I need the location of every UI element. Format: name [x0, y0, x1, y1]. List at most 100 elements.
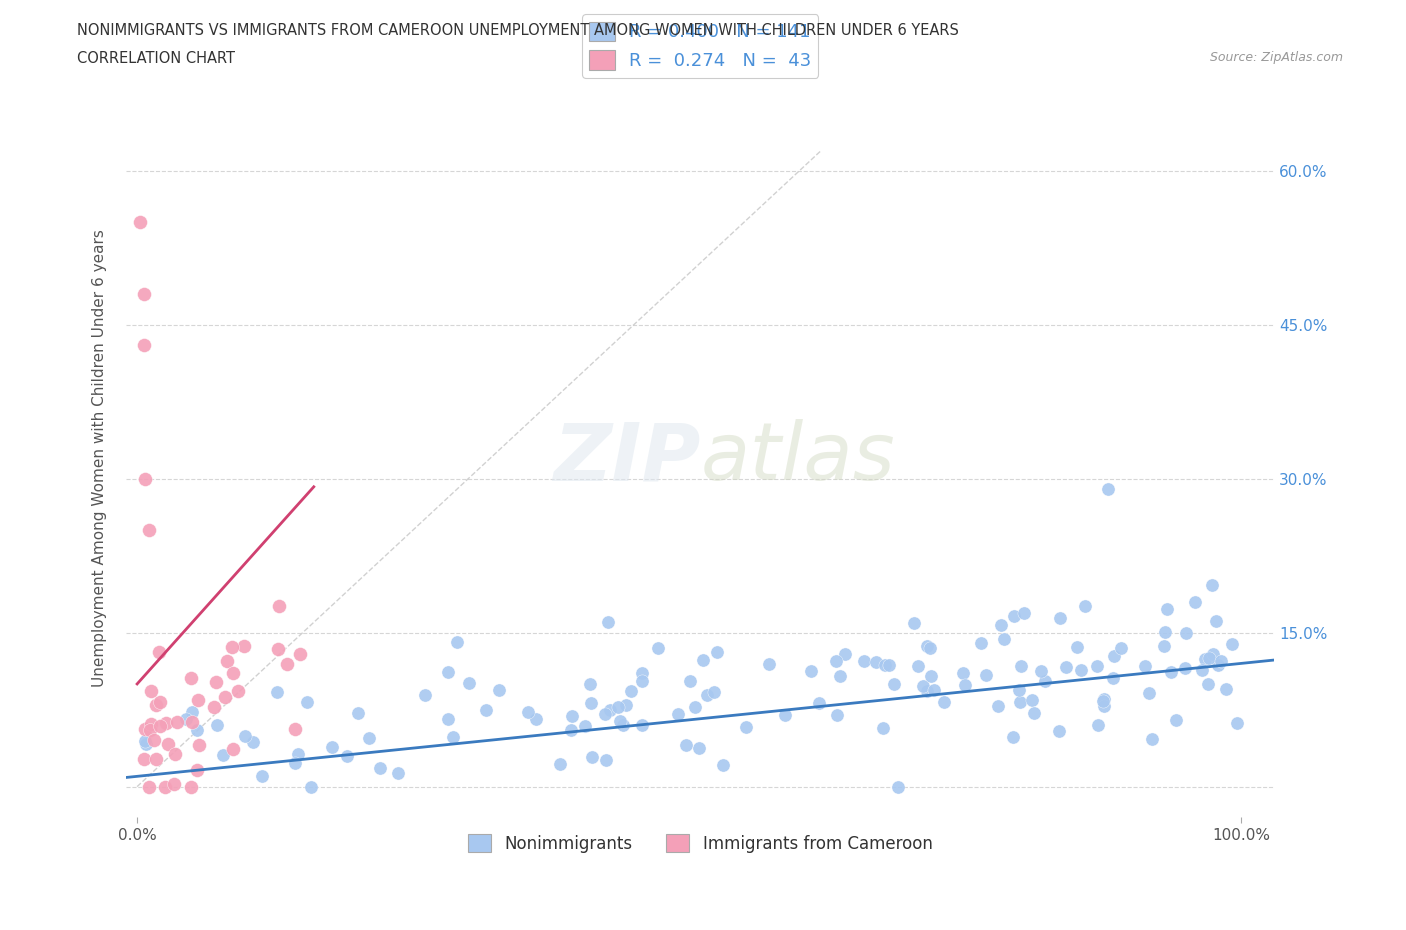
Point [612, 718, 634, 733]
Point [174, 711, 197, 726]
Point [1205, 614, 1227, 629]
Point [269, 598, 291, 613]
Point [437, 711, 460, 726]
Point [205, 674, 228, 689]
Point [1198, 650, 1220, 665]
Point [1102, 648, 1125, 663]
Point [907, 658, 929, 673]
Text: NONIMMIGRANTS VS IMMIGRANTS FROM CAMEROON UNEMPLOYMENT AMONG WOMEN WITH CHILDREN: NONIMMIGRANTS VS IMMIGRANTS FROM CAMEROO… [77, 23, 959, 38]
Point [932, 695, 955, 710]
Y-axis label: Unemployment Among Women with Children Under 6 years: Unemployment Among Women with Children U… [93, 229, 107, 687]
Point [922, 683, 945, 698]
Text: atlas: atlas [700, 419, 896, 497]
Point [181, 714, 204, 729]
Point [321, 739, 343, 754]
Point [827, 708, 849, 723]
Point [679, 673, 702, 688]
Point [232, 638, 254, 653]
Point [990, 618, 1012, 632]
Point [1033, 673, 1056, 688]
Point [912, 679, 935, 694]
Point [283, 721, 305, 736]
Point [917, 639, 939, 654]
Point [517, 705, 540, 720]
Point [1047, 724, 1070, 738]
Point [132, 286, 155, 301]
Point [1174, 626, 1197, 641]
Point [368, 761, 391, 776]
Point [918, 640, 941, 655]
Point [524, 711, 547, 726]
Point [165, 747, 187, 762]
Point [953, 677, 976, 692]
Point [212, 748, 235, 763]
Point [149, 695, 172, 710]
Point [179, 671, 201, 685]
Point [574, 718, 596, 733]
Point [139, 684, 162, 698]
Point [132, 338, 155, 352]
Point [139, 723, 162, 737]
Legend: Nonimmigrants, Immigrants from Cameroon: Nonimmigrants, Immigrants from Cameroon [461, 828, 939, 859]
Text: ZIP: ZIP [553, 419, 700, 497]
Point [1202, 646, 1225, 661]
Point [692, 653, 714, 668]
Point [631, 717, 654, 732]
Point [155, 779, 177, 794]
Text: CORRELATION CHART: CORRELATION CHART [77, 51, 235, 66]
Point [581, 751, 603, 765]
Point [1101, 671, 1123, 685]
Point [166, 714, 188, 729]
Point [287, 746, 309, 761]
Point [148, 644, 170, 659]
Point [834, 647, 856, 662]
Point [1153, 638, 1175, 653]
Point [139, 716, 162, 731]
Point [560, 723, 582, 737]
Point [1206, 658, 1229, 672]
Point [205, 718, 228, 733]
Point [807, 696, 830, 711]
Point [134, 751, 156, 766]
Point [181, 705, 204, 720]
Point [1092, 694, 1115, 709]
Point [221, 640, 243, 655]
Point [138, 523, 160, 538]
Point [1184, 594, 1206, 609]
Point [1135, 658, 1157, 673]
Point [284, 755, 307, 770]
Point [987, 698, 1010, 713]
Point [579, 696, 602, 711]
Point [993, 631, 1015, 646]
Point [1008, 694, 1031, 709]
Point [1092, 699, 1115, 714]
Point [446, 634, 468, 649]
Point [1021, 693, 1043, 708]
Point [683, 699, 706, 714]
Point [1226, 716, 1249, 731]
Point [1197, 677, 1219, 692]
Point [1002, 608, 1025, 623]
Point [441, 730, 464, 745]
Point [145, 698, 167, 712]
Point [1160, 664, 1182, 679]
Point [457, 675, 479, 690]
Point [1154, 624, 1177, 639]
Point [970, 636, 993, 651]
Point [1191, 663, 1213, 678]
Point [155, 715, 177, 730]
Point [488, 683, 510, 698]
Point [773, 708, 796, 723]
Point [1070, 662, 1092, 677]
Point [357, 730, 380, 745]
Point [853, 653, 876, 668]
Point [1049, 611, 1071, 626]
Point [1215, 682, 1237, 697]
Point [620, 684, 643, 698]
Point [1092, 691, 1115, 706]
Point [295, 695, 318, 710]
Point [920, 669, 942, 684]
Point [387, 765, 409, 780]
Text: Source: ZipAtlas.com: Source: ZipAtlas.com [1209, 51, 1343, 64]
Point [877, 658, 900, 672]
